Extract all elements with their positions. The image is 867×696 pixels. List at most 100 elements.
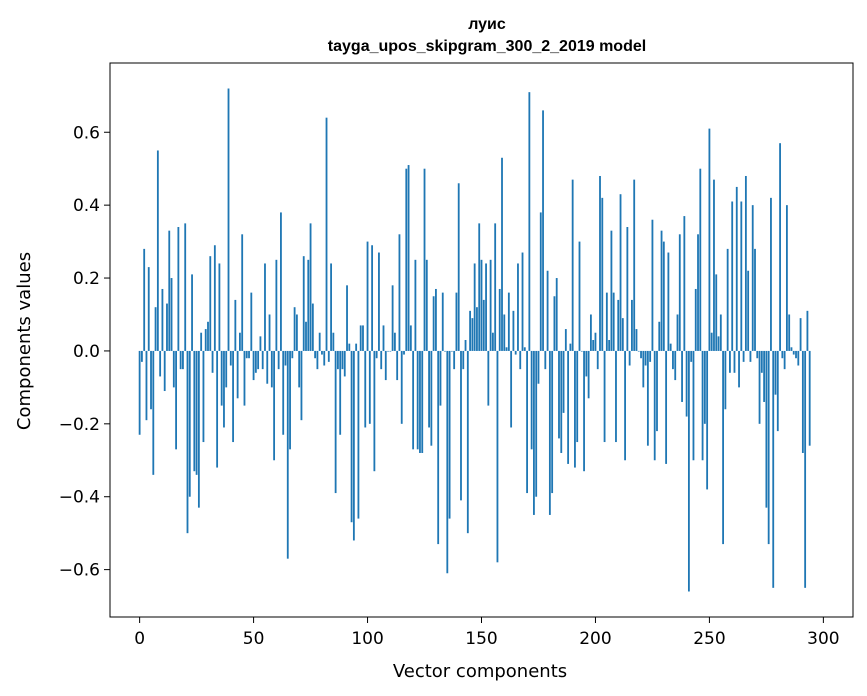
bar-128 [430,350,433,446]
bar-262 [735,186,738,351]
bar-26 [197,350,200,508]
bar-240 [685,350,688,417]
bar-179 [546,270,549,351]
bar-226 [653,350,656,461]
bar-198 [589,314,592,351]
bar-82 [325,117,328,351]
bar-36 [220,350,223,406]
bar-215 [628,350,631,366]
y-tick-label: 0.4 [73,196,100,216]
bar-239 [683,216,686,351]
bar-101 [368,350,371,424]
bar-243 [692,350,695,461]
bar-79 [318,332,321,351]
bar-130 [435,288,437,351]
bar-0 [138,350,141,435]
bar-248 [703,350,706,424]
bar-19 [182,350,184,370]
bar-33 [213,245,216,351]
bar-192 [576,350,579,443]
bar-267 [747,270,750,351]
bar-71 [300,350,303,421]
bar-229 [660,230,663,351]
bar-142 [462,350,465,370]
bar-72 [302,256,305,351]
bar-232 [667,252,670,351]
bar-59 [273,350,276,461]
bar-149 [478,223,481,351]
bar-18 [179,350,182,370]
bar-77 [314,350,317,359]
y-axis-label: Components values [14,252,35,430]
y-axis-ticks: −0.6 −0.4 −0.2 0.0 0.2 0.4 0.6 [59,123,110,581]
bar-278 [772,350,775,588]
bar-75 [309,223,312,351]
bar-119 [409,325,412,351]
bar-260 [731,201,734,351]
bar-3 [145,350,148,421]
bar-45 [241,234,244,351]
bar-52 [257,350,260,370]
bar-261 [733,350,736,373]
bar-156 [494,223,497,351]
bar-211 [619,194,622,351]
bar-225 [651,219,654,351]
bar-197 [587,350,590,399]
bar-268 [749,350,752,362]
bar-242 [690,350,693,362]
bar-245 [697,234,699,351]
bar-104 [375,350,378,359]
bar-209 [615,350,617,443]
x-tick-label: 50 [243,629,265,649]
bar-274 [763,350,766,402]
bar-146 [471,318,474,351]
bar-246 [699,168,702,351]
bar-50 [252,350,255,381]
bar-183 [555,278,558,351]
bar-172 [530,350,533,450]
bar-series [138,88,811,592]
bar-166 [517,263,519,351]
bar-163 [510,350,513,428]
bar-284 [785,205,788,351]
bar-118 [407,165,410,351]
bar-223 [646,350,649,446]
bar-42 [234,299,237,351]
bar-86 [334,350,337,494]
bar-105 [378,252,380,351]
bar-269 [751,205,754,351]
bar-174 [535,350,538,497]
bar-100 [366,241,369,351]
bar-282 [781,350,784,359]
bar-196 [585,350,588,377]
x-tick-label: 200 [579,629,611,649]
bar-273 [760,350,763,373]
bar-129 [432,296,435,351]
bar-165 [514,350,517,355]
bar-259 [729,350,731,373]
bar-60 [275,259,278,351]
bar-187 [564,329,567,351]
bar-111 [391,285,394,351]
bar-24 [193,350,196,472]
bar-253 [715,274,718,351]
x-tick-label: 150 [465,629,497,649]
bar-191 [574,350,576,468]
bar-30 [207,321,209,351]
bar-270 [754,248,756,351]
bar-224 [649,350,652,362]
bar-91 [346,285,348,351]
bar-99 [364,350,367,428]
bar-61 [277,350,280,370]
bar-176 [539,212,542,351]
bar-73 [305,321,307,351]
bar-213 [624,350,626,461]
bar-276 [767,350,770,545]
bar-235 [674,350,677,381]
bar-264 [740,201,743,351]
bar-62 [280,212,282,351]
bar-233 [669,343,672,351]
bar-6 [152,350,155,475]
bar-4 [147,267,150,351]
bar-116 [403,350,405,355]
